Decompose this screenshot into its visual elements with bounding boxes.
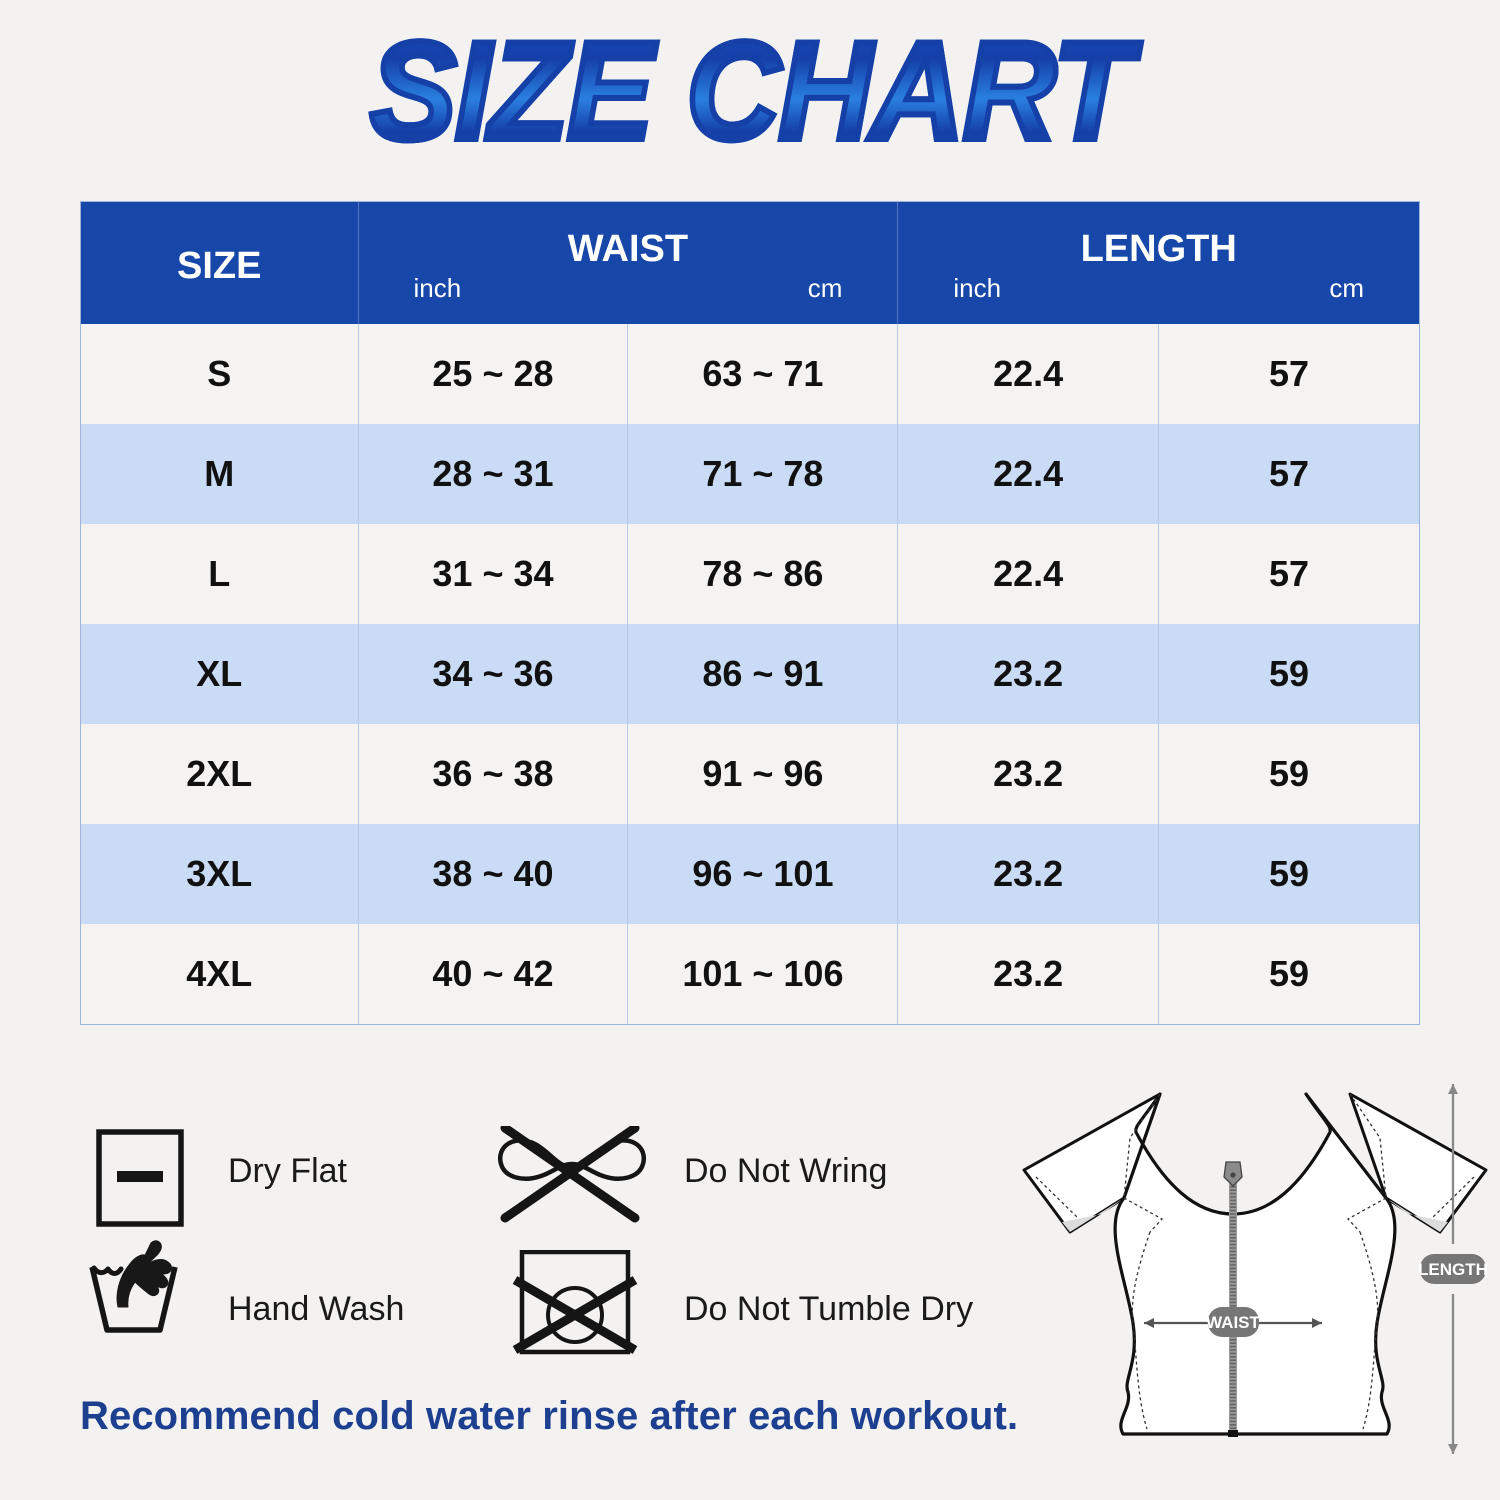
svg-text:WAIST: WAIST [1206,1313,1260,1332]
svg-text:LENGTH: LENGTH [1418,1260,1488,1279]
